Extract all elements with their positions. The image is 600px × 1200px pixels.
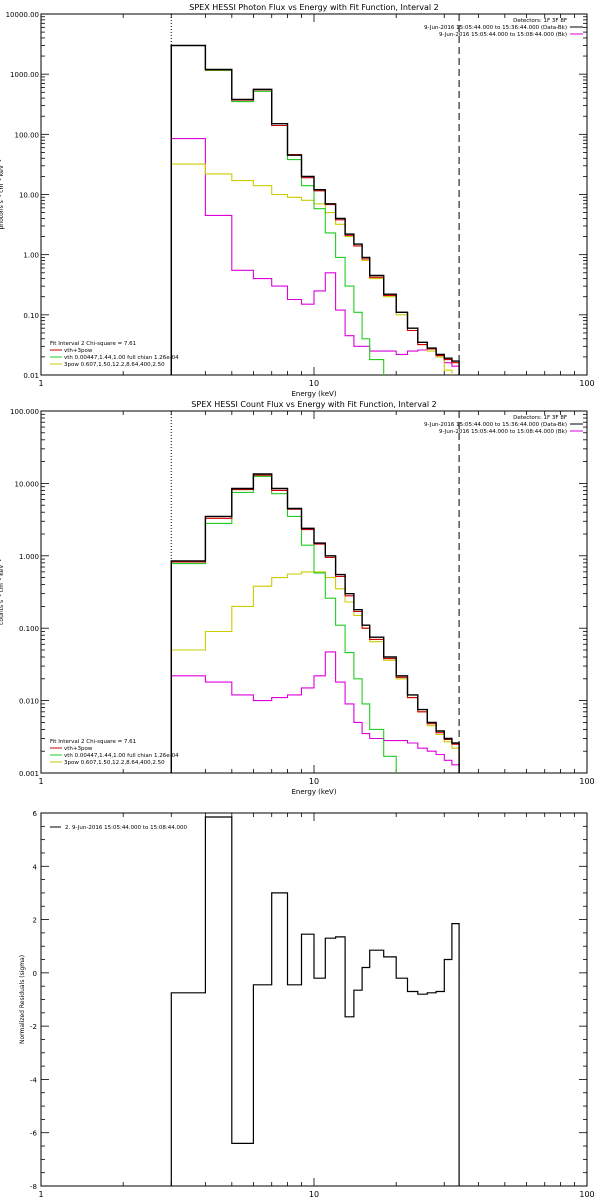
x-tick-label: 10	[309, 379, 319, 388]
y-tick-label: 100.00	[15, 131, 40, 139]
header-line-3: 9-Jun-2016 15:05:44.000 to 15:08:44.000 …	[439, 32, 567, 38]
chart-panel-1: SPEX HESSI Photon Flux vs Energy with Fi…	[0, 3, 595, 398]
y-tick-label: 0.100	[19, 625, 39, 633]
series-line-data-bk	[170, 44, 460, 375]
y-axis-label: photons s⁻¹ cm⁻² keV⁻¹	[0, 159, 5, 230]
legend-entry: 2. 9-Jun-2016 15:05:44.000 to 15:08:44.0…	[65, 825, 188, 831]
series-group	[170, 473, 460, 773]
header-line-1: Detectors: 1F 3F 8F	[513, 415, 567, 421]
y-axis-label: Normalized Residuals (sigma)	[19, 955, 26, 1044]
series-line-3pow	[170, 571, 460, 773]
y-tick-label: 1000.00	[10, 71, 39, 79]
y-tick-label: 0	[33, 970, 37, 978]
legend-entry: vth+3pow	[64, 348, 93, 354]
y-tick-label: 6	[33, 810, 38, 818]
y-tick-label: 1.000	[19, 553, 39, 561]
series-line-data-bk	[170, 473, 460, 773]
y-tick-label: 0.001	[19, 770, 39, 778]
series-line-residuals	[170, 816, 460, 1186]
chart-title: SPEX HESSI Count Flux vs Energy with Fit…	[191, 400, 436, 409]
legend-title: Fit Interval 2 Chi-square = 7.61	[50, 341, 136, 347]
header-line-3: 9-Jun-2016 15:05:44.000 to 15:08:44.000 …	[439, 429, 567, 435]
y-tick-label: 4	[33, 863, 38, 871]
x-axis-label: Energy (keV)	[291, 390, 336, 398]
series-line-3pow	[170, 163, 460, 375]
x-axis-label: Energy (keV)	[291, 788, 336, 796]
chart-title: SPEX HESSI Photon Flux vs Energy with Fi…	[189, 3, 439, 12]
y-tick-label: 1.00	[23, 252, 39, 260]
legend-entry: 3pow 0.607,1.50,12.2,8.64,400,2.50	[64, 760, 165, 766]
y-tick-label: 10.000	[15, 480, 40, 488]
y-tick-label: 0.01	[23, 372, 39, 380]
plot-frame	[40, 410, 588, 774]
x-tick-label: 100	[579, 777, 594, 786]
x-tick-label: 1	[38, 1190, 43, 1199]
x-tick-label: 100	[579, 1190, 594, 1199]
x-tick-label: 1	[38, 777, 43, 786]
series-line-vth-3pow	[170, 44, 460, 375]
series-group	[170, 816, 460, 1186]
legend-entry: vth 0.00447,1.44,1.00 full chian 1.26e-0…	[64, 355, 179, 361]
y-tick-label: 10.00	[19, 192, 39, 200]
y-tick-label: 0.010	[19, 698, 39, 706]
x-tick-label: 100	[579, 379, 594, 388]
header-line-2: 9-Jun-2016 15:05:44.000 to 15:36:44.000 …	[424, 25, 567, 31]
y-tick-label: 10000.00	[6, 11, 39, 19]
y-tick-label: 0.10	[23, 312, 39, 320]
legend-title: Fit Interval 2 Chi-square = 7.61	[50, 739, 136, 745]
header-line-2: 9-Jun-2016 15:05:44.000 to 15:36:44.000 …	[424, 422, 567, 428]
header-line-1: Detectors: 1F 3F 8F	[513, 18, 567, 24]
x-tick-label: 10	[309, 777, 319, 786]
legend-entry: vth 0.00447,1.44,1.00 full chian 1.26e-0…	[64, 753, 179, 759]
series-line-vth	[170, 44, 460, 375]
y-tick-label: -4	[30, 1076, 38, 1084]
series-line-vth-3pow	[170, 474, 460, 773]
plot-frame	[40, 812, 588, 1187]
legend-entry: vth+3pow	[64, 746, 93, 752]
y-tick-label: 100.000	[10, 408, 39, 416]
legend-entry: 3pow 0.607,1.50,12.2,8.64,400,2.50	[64, 362, 165, 368]
y-tick-label: -2	[30, 1023, 37, 1031]
series-line-bk	[170, 651, 460, 773]
x-tick-label: 1	[38, 379, 43, 388]
series-group	[170, 44, 460, 375]
y-tick-label: -8	[30, 1183, 37, 1191]
y-tick-label: -6	[30, 1130, 38, 1138]
chart-panel-2: SPEX HESSI Count Flux vs Energy with Fit…	[0, 400, 595, 796]
y-tick-label: 2	[33, 917, 37, 925]
x-tick-label: 10	[309, 1190, 319, 1199]
y-axis-label: counts s⁻¹ cm⁻² keV⁻¹	[0, 559, 5, 625]
